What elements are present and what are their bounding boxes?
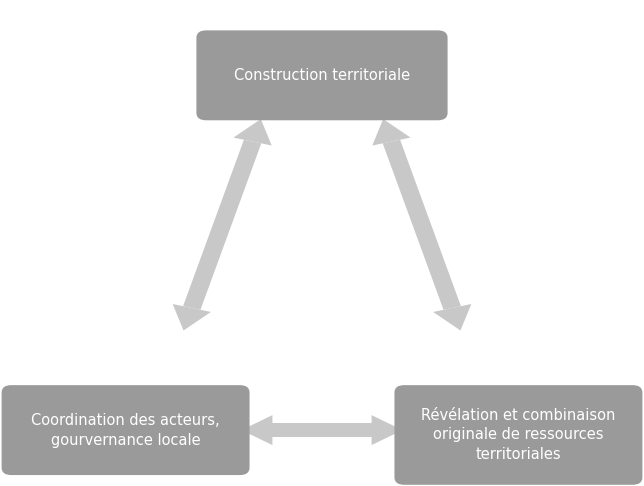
Polygon shape: [234, 119, 272, 145]
Polygon shape: [242, 415, 272, 445]
Polygon shape: [433, 304, 471, 330]
Text: Construction territoriale: Construction territoriale: [234, 68, 410, 83]
Text: Révélation et combinaison
originale de ressources
territoriales: Révélation et combinaison originale de r…: [421, 408, 616, 462]
Polygon shape: [383, 140, 461, 310]
FancyBboxPatch shape: [394, 385, 642, 485]
Polygon shape: [272, 423, 372, 437]
FancyBboxPatch shape: [2, 385, 250, 475]
Text: Coordination des acteurs,
gourvernance locale: Coordination des acteurs, gourvernance l…: [32, 413, 220, 448]
Polygon shape: [183, 140, 261, 310]
Polygon shape: [372, 119, 410, 145]
Polygon shape: [372, 415, 402, 445]
FancyBboxPatch shape: [196, 30, 448, 121]
Polygon shape: [173, 304, 211, 330]
